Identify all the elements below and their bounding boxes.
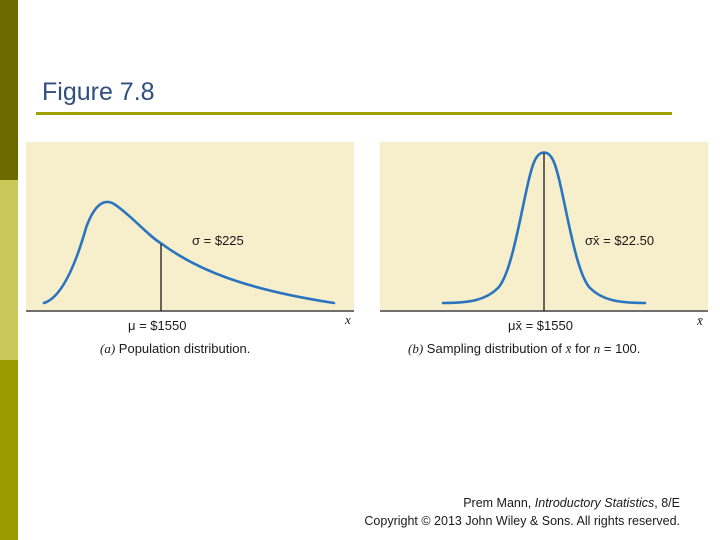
- panel-a-caption: (a) Population distribution.: [100, 341, 250, 357]
- panel-b-caption-n: n: [593, 341, 601, 356]
- population-curve: [42, 200, 336, 305]
- panel-b-caption-variable: x̄: [565, 341, 572, 356]
- credit-copyright: Copyright © 2013 John Wiley & Sons. All …: [364, 514, 680, 528]
- slide-title: Figure 7.8: [42, 78, 155, 106]
- credit-book: Introductory Statistics: [534, 496, 655, 510]
- sampling-curve: [441, 151, 647, 305]
- decor-bar-middle: [0, 180, 18, 360]
- panel-b-sigma-label: σx̄ = $22.50: [585, 233, 655, 248]
- credit-edition: , 8/E: [654, 496, 680, 510]
- decor-bar-bottom: [0, 360, 18, 540]
- copyright-credit: Prem Mann, Introductory Statistics, 8/E …: [364, 494, 680, 530]
- decor-bar-top: [0, 0, 18, 180]
- panel-a-caption-letter: (a): [100, 341, 116, 356]
- credit-author: Prem Mann,: [463, 496, 532, 510]
- panel-a-mean-label: μ = $1550: [128, 318, 187, 333]
- panel-a-axis-variable: x: [345, 312, 351, 327]
- panel-b-mean-label: μx̄ = $1550: [508, 318, 573, 333]
- panel-b-caption-text-3: = 100.: [603, 341, 641, 356]
- panel-a-caption-text: Population distribution.: [118, 341, 251, 356]
- panel-b-caption-text-2: for: [574, 341, 591, 356]
- panel-a-background: [26, 142, 354, 310]
- panel-a-sigma-label: σ = $225: [192, 233, 244, 248]
- panel-b-axis-variable: x̄: [697, 313, 703, 328]
- panel-b-caption: (b) Sampling distribution of x̄ for n = …: [408, 341, 640, 357]
- panel-b-caption-text-1: Sampling distribution of: [426, 341, 562, 356]
- credit-line-1: Prem Mann, Introductory Statistics, 8/E: [364, 494, 680, 512]
- title-underline: [36, 112, 672, 115]
- panel-b-caption-letter: (b): [408, 341, 424, 356]
